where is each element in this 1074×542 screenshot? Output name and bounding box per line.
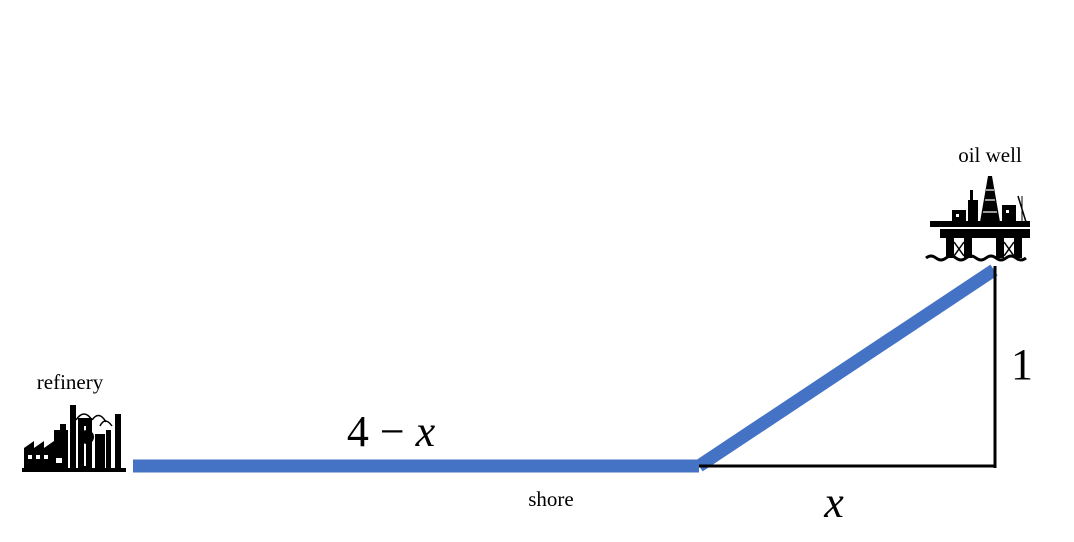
refinery-icon	[22, 405, 126, 472]
land-pipe-length-label: 4 − x	[347, 407, 436, 456]
oil-platform-icon	[925, 176, 1030, 262]
refinery-label: refinery	[37, 370, 104, 394]
vertical-distance-label: 1	[1011, 340, 1033, 389]
oil-well-label: oil well	[958, 143, 1022, 167]
land-pipe-length-variable: x	[415, 407, 436, 456]
horizontal-distance-label: x	[823, 478, 844, 527]
shore-label: shore	[528, 487, 574, 511]
underwater-pipeline	[695, 264, 998, 472]
land-pipe-length-prefix: 4 −	[347, 407, 416, 456]
